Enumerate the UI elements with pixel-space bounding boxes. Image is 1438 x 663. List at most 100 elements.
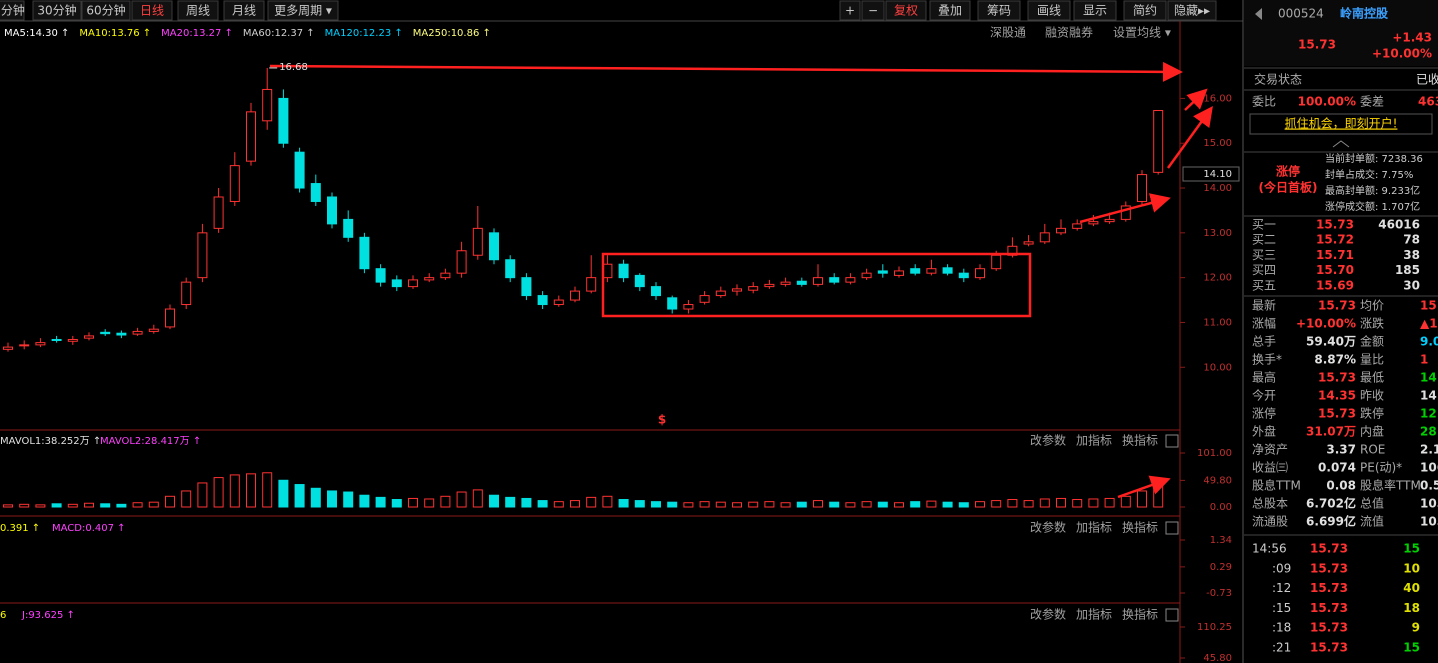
stat-value: 0.08 [1326,479,1356,493]
pane-button[interactable]: 加指标 [1076,520,1112,535]
candle-body [942,267,953,274]
pane-button[interactable]: 加指标 [1076,607,1112,622]
stat-label: 涨跌 [1360,316,1384,331]
chart-link[interactable]: 设置均线 ▾ [1113,26,1171,40]
candle-body [51,338,62,341]
stat-label: 流值 [1360,514,1384,529]
tick-price: 15.73 [1310,621,1348,635]
tab-label[interactable]: 30分钟 [37,3,76,18]
limit-info: 最高封单额: 9.233亿 [1325,184,1420,197]
tool-button[interactable] [839,0,861,21]
volume-bar [84,502,94,508]
close-button[interactable] [1165,521,1179,535]
volume-bar [1120,495,1131,508]
banner-box[interactable] [1249,113,1433,135]
volume-bar [1023,500,1034,508]
tool-button[interactable] [861,0,885,21]
pane-button[interactable]: 改参数 [1030,433,1066,448]
y-tick-label: 13.00 [1203,228,1232,239]
tool-label[interactable]: + [845,4,855,18]
pane-button[interactable]: 换指标 [1122,607,1158,622]
pane-button[interactable]: 加指标 [1076,433,1112,448]
tool-label[interactable]: 筹码 [987,4,1011,18]
stat-value: 14 [1420,371,1437,385]
candle-body [570,290,580,301]
close-button[interactable] [1165,434,1179,448]
tab[interactable] [0,0,25,21]
volume-bar [651,501,661,508]
tab[interactable] [177,0,219,21]
volume-bar [796,501,807,508]
candle-body [262,88,273,122]
volume-bar [553,501,564,508]
pane-button[interactable]: 改参数 [1030,520,1066,535]
bid-label: 买一 [1252,218,1276,232]
pane-button[interactable]: 换指标 [1122,433,1158,448]
tool-button[interactable] [1073,0,1117,21]
tool-label[interactable]: 显示 [1083,4,1107,18]
y-tick-label: 11.00 [1203,317,1232,328]
tab-label[interactable]: 60分钟 [86,3,125,18]
candle-body [1137,174,1147,202]
tick-price: 15.73 [1310,542,1348,556]
tick-price: 15.73 [1310,561,1348,575]
stock-code: 000524 [1278,7,1324,21]
tool-label[interactable]: 复权 [894,4,918,18]
pane-label: MAVOL1:38.252万 ↑ [0,436,101,447]
tick-time: :12 [1272,581,1291,595]
volume-bar [813,500,823,508]
tab[interactable] [131,0,173,21]
volume-bar [327,490,337,508]
limit-info: 当前封单额: 7238.36 [1325,152,1423,165]
tab-label[interactable]: 日线 [140,4,164,18]
bid-volume: 185 [1395,263,1420,277]
tab[interactable] [81,0,131,21]
tool-button[interactable] [1123,0,1167,21]
y-tick-label: 12.00 [1203,273,1232,284]
stat-value: 1 [1420,353,1428,367]
stat-label: 最高 [1252,370,1276,385]
back-icon[interactable] [1255,8,1262,20]
close-button[interactable] [1165,608,1179,622]
tool-label[interactable]: 画线 [1037,4,1061,18]
volume-bar [213,477,224,508]
stat-label: 外盘 [1252,424,1276,439]
chart-link[interactable]: 深股通 [990,26,1026,40]
tool-label[interactable]: − [868,4,878,18]
volume-bar [877,501,888,508]
candle-body [310,183,321,202]
candle-body [796,280,807,285]
banner[interactable]: 抓住机会，即刻开户! [1285,116,1398,131]
pane-button[interactable]: 改参数 [1030,607,1066,622]
tab-label[interactable]: 周线 [186,4,210,18]
chart-link[interactable]: 融资融券 [1045,25,1093,40]
candle-body [780,281,791,285]
y-tick-label: 1.34 [1210,535,1232,546]
tool-button[interactable] [1027,0,1071,21]
tool-label[interactable]: 简约 [1133,3,1157,18]
pane-button[interactable]: 换指标 [1122,520,1158,535]
tab[interactable] [32,0,82,21]
tool-button[interactable] [885,0,927,21]
y-tick-label: 101.00 [1197,448,1232,459]
tab[interactable] [223,0,265,21]
tick-time: :18 [1272,621,1291,635]
pane-label: 0.391 ↑ [0,523,40,534]
stat-value: 15.73 [1318,407,1356,421]
tab-label[interactable]: 月线 [232,4,256,18]
weibi-label: 委比 [1252,95,1276,109]
tab[interactable] [267,0,339,21]
tool-label[interactable]: 隐藏▸▸ [1174,4,1210,18]
tool-button[interactable] [1167,0,1217,21]
stat-label: 跌停 [1360,406,1384,421]
tick-volume: 10 [1403,561,1420,575]
tab-label[interactable]: 更多周期 ▾ [274,4,332,18]
tool-button[interactable] [929,0,971,21]
tool-label[interactable]: 叠加 [938,4,962,18]
volume-bar [764,501,775,508]
tab-label[interactable]: 5分钟 [0,3,25,18]
volume-bar [246,473,256,508]
tool-button[interactable] [977,0,1021,21]
collapse-icon[interactable] [1332,140,1350,148]
candle-body [1072,223,1083,229]
